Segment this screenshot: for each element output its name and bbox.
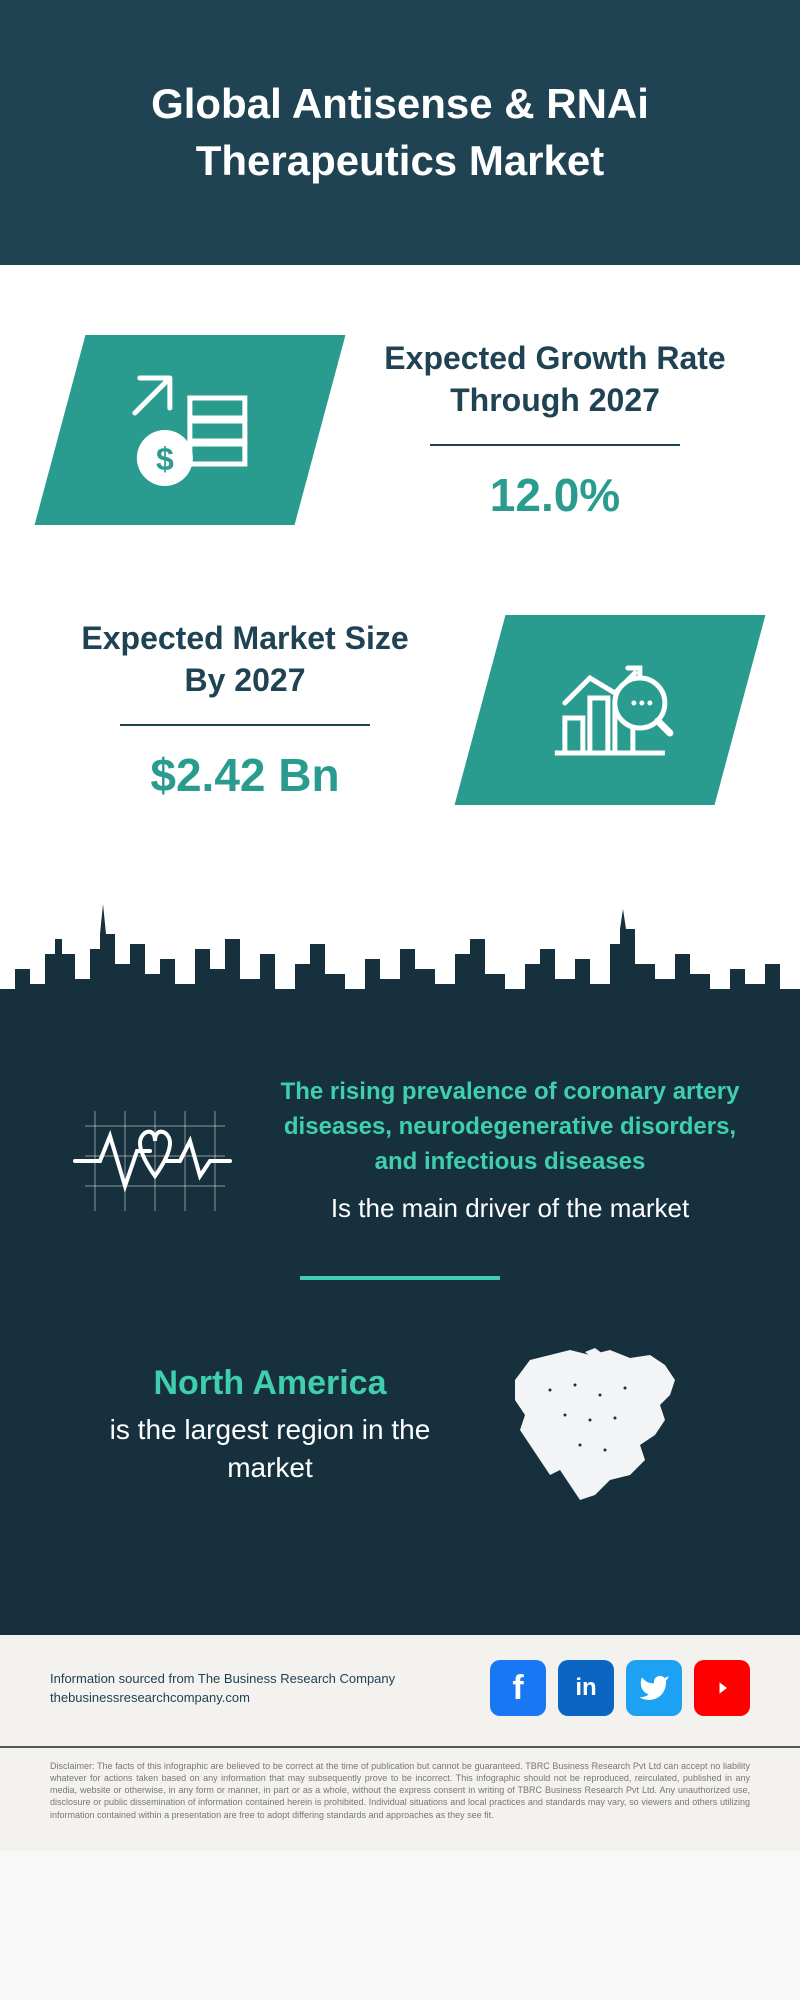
svg-text:$: $: [156, 441, 174, 477]
teal-divider: [300, 1276, 500, 1280]
footer-top: Information sourced from The Business Re…: [50, 1660, 750, 1716]
driver-sub: Is the main driver of the market: [280, 1191, 740, 1226]
market-value: $2.42 Bn: [60, 748, 430, 802]
money-growth-icon: $: [120, 363, 260, 498]
driver-highlight: The rising prevalence of coronary artery…: [280, 1075, 740, 1179]
source-link[interactable]: thebusinessresearchcompany.com: [50, 1688, 395, 1708]
divider: [120, 724, 370, 726]
skyline-silhouette: [0, 894, 800, 1044]
growth-value: 12.0%: [370, 468, 740, 522]
linkedin-icon[interactable]: in: [558, 1660, 614, 1716]
growth-label: Expected Growth Rate Through 2027: [370, 338, 740, 421]
twitter-icon[interactable]: [626, 1660, 682, 1716]
heartbeat-icon: [60, 1081, 240, 1221]
source-text: Information sourced from The Business Re…: [50, 1669, 395, 1708]
source-line-1: Information sourced from The Business Re…: [50, 1671, 395, 1686]
market-icon-box: [455, 615, 766, 805]
region-highlight: North America: [90, 1364, 450, 1403]
facebook-icon[interactable]: f: [490, 1660, 546, 1716]
market-label: Expected Market Size By 2027: [60, 618, 430, 701]
page-title: Global Antisense & RNAi Therapeutics Mar…: [60, 76, 740, 189]
north-america-map-icon: [490, 1340, 710, 1510]
region-text: North America is the largest region in t…: [90, 1364, 450, 1487]
disclaimer-text: Disclaimer: The facts of this infographi…: [0, 1748, 800, 1851]
market-stat-text: Expected Market Size By 2027 $2.42 Bn: [60, 618, 430, 801]
growth-stat-text: Expected Growth Rate Through 2027 12.0%: [370, 338, 740, 521]
header-banner: Global Antisense & RNAi Therapeutics Mar…: [0, 0, 800, 265]
growth-icon-box: $: [35, 335, 346, 525]
stat-row-market-size: Expected Market Size By 2027 $2.42 Bn: [60, 615, 740, 805]
driver-row: The rising prevalence of coronary artery…: [60, 1075, 740, 1226]
stat-row-growth: $ Expected Growth Rate Through 2027 12.0…: [60, 335, 740, 525]
social-row: f in: [490, 1660, 750, 1716]
footer: Information sourced from The Business Re…: [0, 1635, 800, 1748]
region-sub: is the largest region in the market: [90, 1411, 450, 1487]
dark-content: The rising prevalence of coronary artery…: [0, 1035, 800, 1530]
stats-section: $ Expected Growth Rate Through 2027 12.0…: [0, 265, 800, 895]
driver-text: The rising prevalence of coronary artery…: [280, 1075, 740, 1226]
divider: [430, 444, 680, 446]
dark-section: The rising prevalence of coronary artery…: [0, 895, 800, 1635]
chart-magnify-icon: [540, 643, 680, 778]
youtube-icon[interactable]: [694, 1660, 750, 1716]
region-row: North America is the largest region in t…: [60, 1340, 740, 1510]
